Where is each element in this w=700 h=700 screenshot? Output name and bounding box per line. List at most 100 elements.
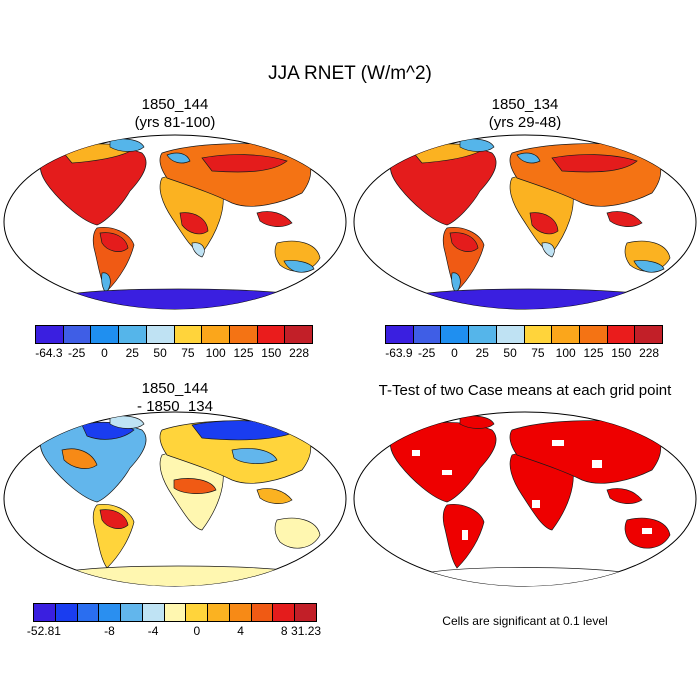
- colorbar-panel-2: [385, 325, 663, 344]
- colorbar-tick-label: 0: [101, 346, 108, 360]
- map-panel-2: [353, 134, 697, 310]
- colorbar-tick-label: 50: [503, 346, 517, 360]
- colorbar-tick-label: 228: [289, 346, 310, 360]
- colorbar-panel-3: [33, 603, 317, 622]
- colorbar-panel-1: [35, 325, 313, 344]
- colorbar-tick-label: -4: [147, 624, 159, 638]
- panel-3-title: 1850_144 - 1850_134: [75, 380, 275, 416]
- colorbar-tick-label: -25: [418, 346, 436, 360]
- colorbar-swatch: [142, 604, 165, 621]
- colorbar-swatch: [229, 326, 258, 343]
- south-africa: [191, 242, 205, 258]
- colorbar-tick-label: 4: [237, 624, 244, 638]
- siberia: [551, 154, 638, 173]
- gap: [642, 528, 652, 534]
- colorbar-swatch: [63, 326, 92, 343]
- gap: [552, 440, 564, 446]
- panel-2-title-line2: (yrs 29-48): [488, 114, 562, 131]
- us-west: [61, 448, 98, 469]
- amazon: [449, 232, 479, 252]
- amazon: [99, 232, 129, 252]
- gap: [532, 500, 540, 508]
- colorbar-swatch: [496, 326, 525, 343]
- colorbar-swatch: [579, 326, 608, 343]
- panel-1-title-line1: 1850_144: [141, 96, 209, 113]
- significance-note: Cells are significant at 0.1 level: [442, 614, 608, 628]
- siberia: [201, 154, 288, 173]
- colorbar-swatch: [146, 326, 175, 343]
- colorbar-tick-label: 0: [451, 346, 458, 360]
- colorbar-tick-label: 8: [280, 624, 288, 638]
- colorbar-swatch: [229, 604, 252, 621]
- panel-1-title: 1850_144 (yrs 81-100): [75, 96, 275, 132]
- non-significant-gaps: [412, 440, 652, 540]
- se-asia: [256, 211, 293, 227]
- colorbar-swatch: [469, 326, 497, 343]
- figure-title: JJA RNET (W/m^2): [268, 63, 432, 84]
- colorbar-swatch: [552, 326, 580, 343]
- se-asia: [606, 488, 643, 504]
- colorbar-swatch: [202, 326, 230, 343]
- se-asia: [256, 488, 293, 504]
- map-panel-4: [353, 411, 697, 587]
- scandinavia: [516, 152, 541, 164]
- gap: [442, 470, 452, 475]
- colorbar-swatch: [91, 326, 120, 343]
- colorbar-swatch: [251, 604, 274, 621]
- south-australia: [633, 260, 665, 273]
- gap: [592, 460, 602, 468]
- colorbar-swatch: [77, 604, 100, 621]
- colorbar-swatch: [386, 326, 414, 343]
- panel-1-title-line2: (yrs 81-100): [134, 114, 216, 131]
- colorbar-tick-label: 25: [125, 346, 139, 360]
- colorbar-tick-label: 100: [205, 346, 226, 360]
- colorbar-tick-label: 50: [153, 346, 167, 360]
- colorbar-tick-label: -52.81: [26, 624, 61, 638]
- colorbar-tick-label: 100: [555, 346, 576, 360]
- colorbar-tick-label: 150: [611, 346, 632, 360]
- colorbar-tick-label: 150: [261, 346, 282, 360]
- panel-3-title-line2: - 1850_134: [137, 398, 213, 415]
- gap: [412, 450, 420, 456]
- colorbar-tick-label: -64.3: [35, 346, 63, 360]
- central-africa: [179, 212, 209, 235]
- colorbar-tick-label: 75: [181, 346, 195, 360]
- colorbar-swatch: [55, 604, 78, 621]
- colorbar-swatch: [273, 604, 296, 621]
- australia: [274, 517, 321, 549]
- colorbar-tick-label: -8: [104, 624, 115, 638]
- south-australia: [283, 260, 315, 273]
- colorbar-tick-label: -25: [68, 346, 86, 360]
- colorbar-tick-label: 0: [193, 624, 201, 638]
- colorbar-swatch: [121, 604, 143, 621]
- colorbar-swatch: [174, 326, 203, 343]
- colorbar-tick-label: 125: [233, 346, 254, 360]
- colorbar-swatch: [285, 326, 313, 343]
- colorbar-tick-label: 25: [475, 346, 489, 360]
- central-asia: [231, 448, 278, 464]
- colorbar-swatch: [36, 326, 64, 343]
- panel-4-title: T-Test of two Case means at each grid po…: [378, 382, 672, 399]
- colorbar-swatch: [257, 326, 286, 343]
- colorbar-swatch: [186, 604, 209, 621]
- south-africa: [541, 242, 555, 258]
- colorbar-tick-label: 75: [531, 346, 545, 360]
- amazon: [99, 509, 129, 529]
- panel-2-title-line1: 1850_134: [491, 96, 559, 113]
- colorbar-swatch: [635, 326, 663, 343]
- colorbar-swatch: [34, 604, 56, 621]
- colorbar-swatch: [99, 604, 122, 621]
- gap: [462, 530, 468, 540]
- colorbar-tick-label: 125: [583, 346, 604, 360]
- panel-3-title-line1: 1850_144: [141, 380, 209, 397]
- panel-2-title: 1850_134 (yrs 29-48): [425, 96, 625, 132]
- colorbar-swatch: [607, 326, 636, 343]
- colorbar-tick-label: -63.9: [385, 346, 413, 360]
- colorbar-tick-label: 228: [639, 346, 660, 360]
- colorbar-swatch: [295, 604, 316, 621]
- colorbar-tick-label: 31.23: [291, 624, 322, 638]
- colorbar-swatch: [413, 326, 442, 343]
- colorbar-swatch: [441, 326, 470, 343]
- central-africa: [529, 212, 559, 235]
- sahel: [173, 478, 217, 494]
